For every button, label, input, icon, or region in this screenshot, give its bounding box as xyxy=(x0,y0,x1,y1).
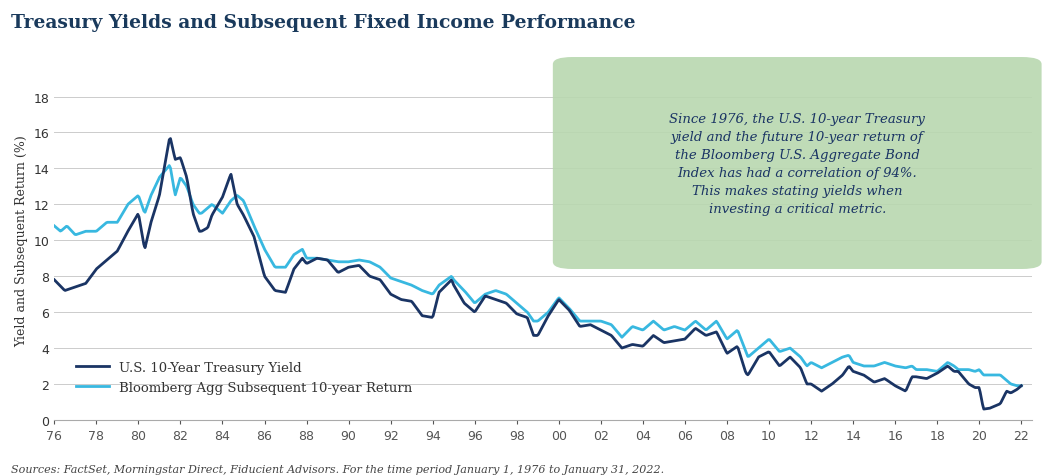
U.S. 10-Year Treasury Yield xyxy=(1015,383,1028,389)
U.S. 10-Year Treasury Yield xyxy=(611,340,624,346)
Legend: U.S. 10-Year Treasury Yield, Bloomberg Agg Subsequent 10-year Return: U.S. 10-Year Treasury Yield, Bloomberg A… xyxy=(71,356,418,399)
U.S. 10-Year Treasury Yield xyxy=(636,344,649,349)
FancyBboxPatch shape xyxy=(553,58,1041,269)
U.S. 10-Year Treasury Yield xyxy=(47,278,60,283)
Bloomberg Agg Subsequent 10-year Return xyxy=(108,220,120,226)
Bloomberg Agg Subsequent 10-year Return xyxy=(1015,383,1028,389)
Line: Bloomberg Agg Subsequent 10-year Return: Bloomberg Agg Subsequent 10-year Return xyxy=(54,166,1021,386)
Bloomberg Agg Subsequent 10-year Return xyxy=(1012,383,1024,389)
Bloomberg Agg Subsequent 10-year Return xyxy=(611,329,624,335)
U.S. 10-Year Treasury Yield xyxy=(108,252,120,258)
Text: Treasury Yields and Subsequent Fixed Income Performance: Treasury Yields and Subsequent Fixed Inc… xyxy=(11,14,635,32)
U.S. 10-Year Treasury Yield xyxy=(165,137,177,142)
Text: Sources: FactSet, Morningstar Direct, Fiducient Advisors. For the time period Ja: Sources: FactSet, Morningstar Direct, Fi… xyxy=(11,464,664,474)
Bloomberg Agg Subsequent 10-year Return xyxy=(47,224,60,229)
Bloomberg Agg Subsequent 10-year Return xyxy=(783,346,795,352)
U.S. 10-Year Treasury Yield xyxy=(978,407,991,412)
U.S. 10-Year Treasury Yield xyxy=(882,378,895,384)
Bloomberg Agg Subsequent 10-year Return xyxy=(882,361,895,367)
Bloomberg Agg Subsequent 10-year Return xyxy=(666,325,678,331)
Text: Since 1976, the U.S. 10-year Treasury
yield and the future 10-year return of
the: Since 1976, the U.S. 10-year Treasury yi… xyxy=(669,112,925,215)
U.S. 10-Year Treasury Yield xyxy=(666,339,678,345)
Y-axis label: Yield and Subsequent Return (%): Yield and Subsequent Return (%) xyxy=(15,135,28,347)
Line: U.S. 10-Year Treasury Yield: U.S. 10-Year Treasury Yield xyxy=(54,139,1021,409)
U.S. 10-Year Treasury Yield xyxy=(783,356,795,361)
Bloomberg Agg Subsequent 10-year Return xyxy=(636,327,649,333)
Bloomberg Agg Subsequent 10-year Return xyxy=(162,163,175,169)
